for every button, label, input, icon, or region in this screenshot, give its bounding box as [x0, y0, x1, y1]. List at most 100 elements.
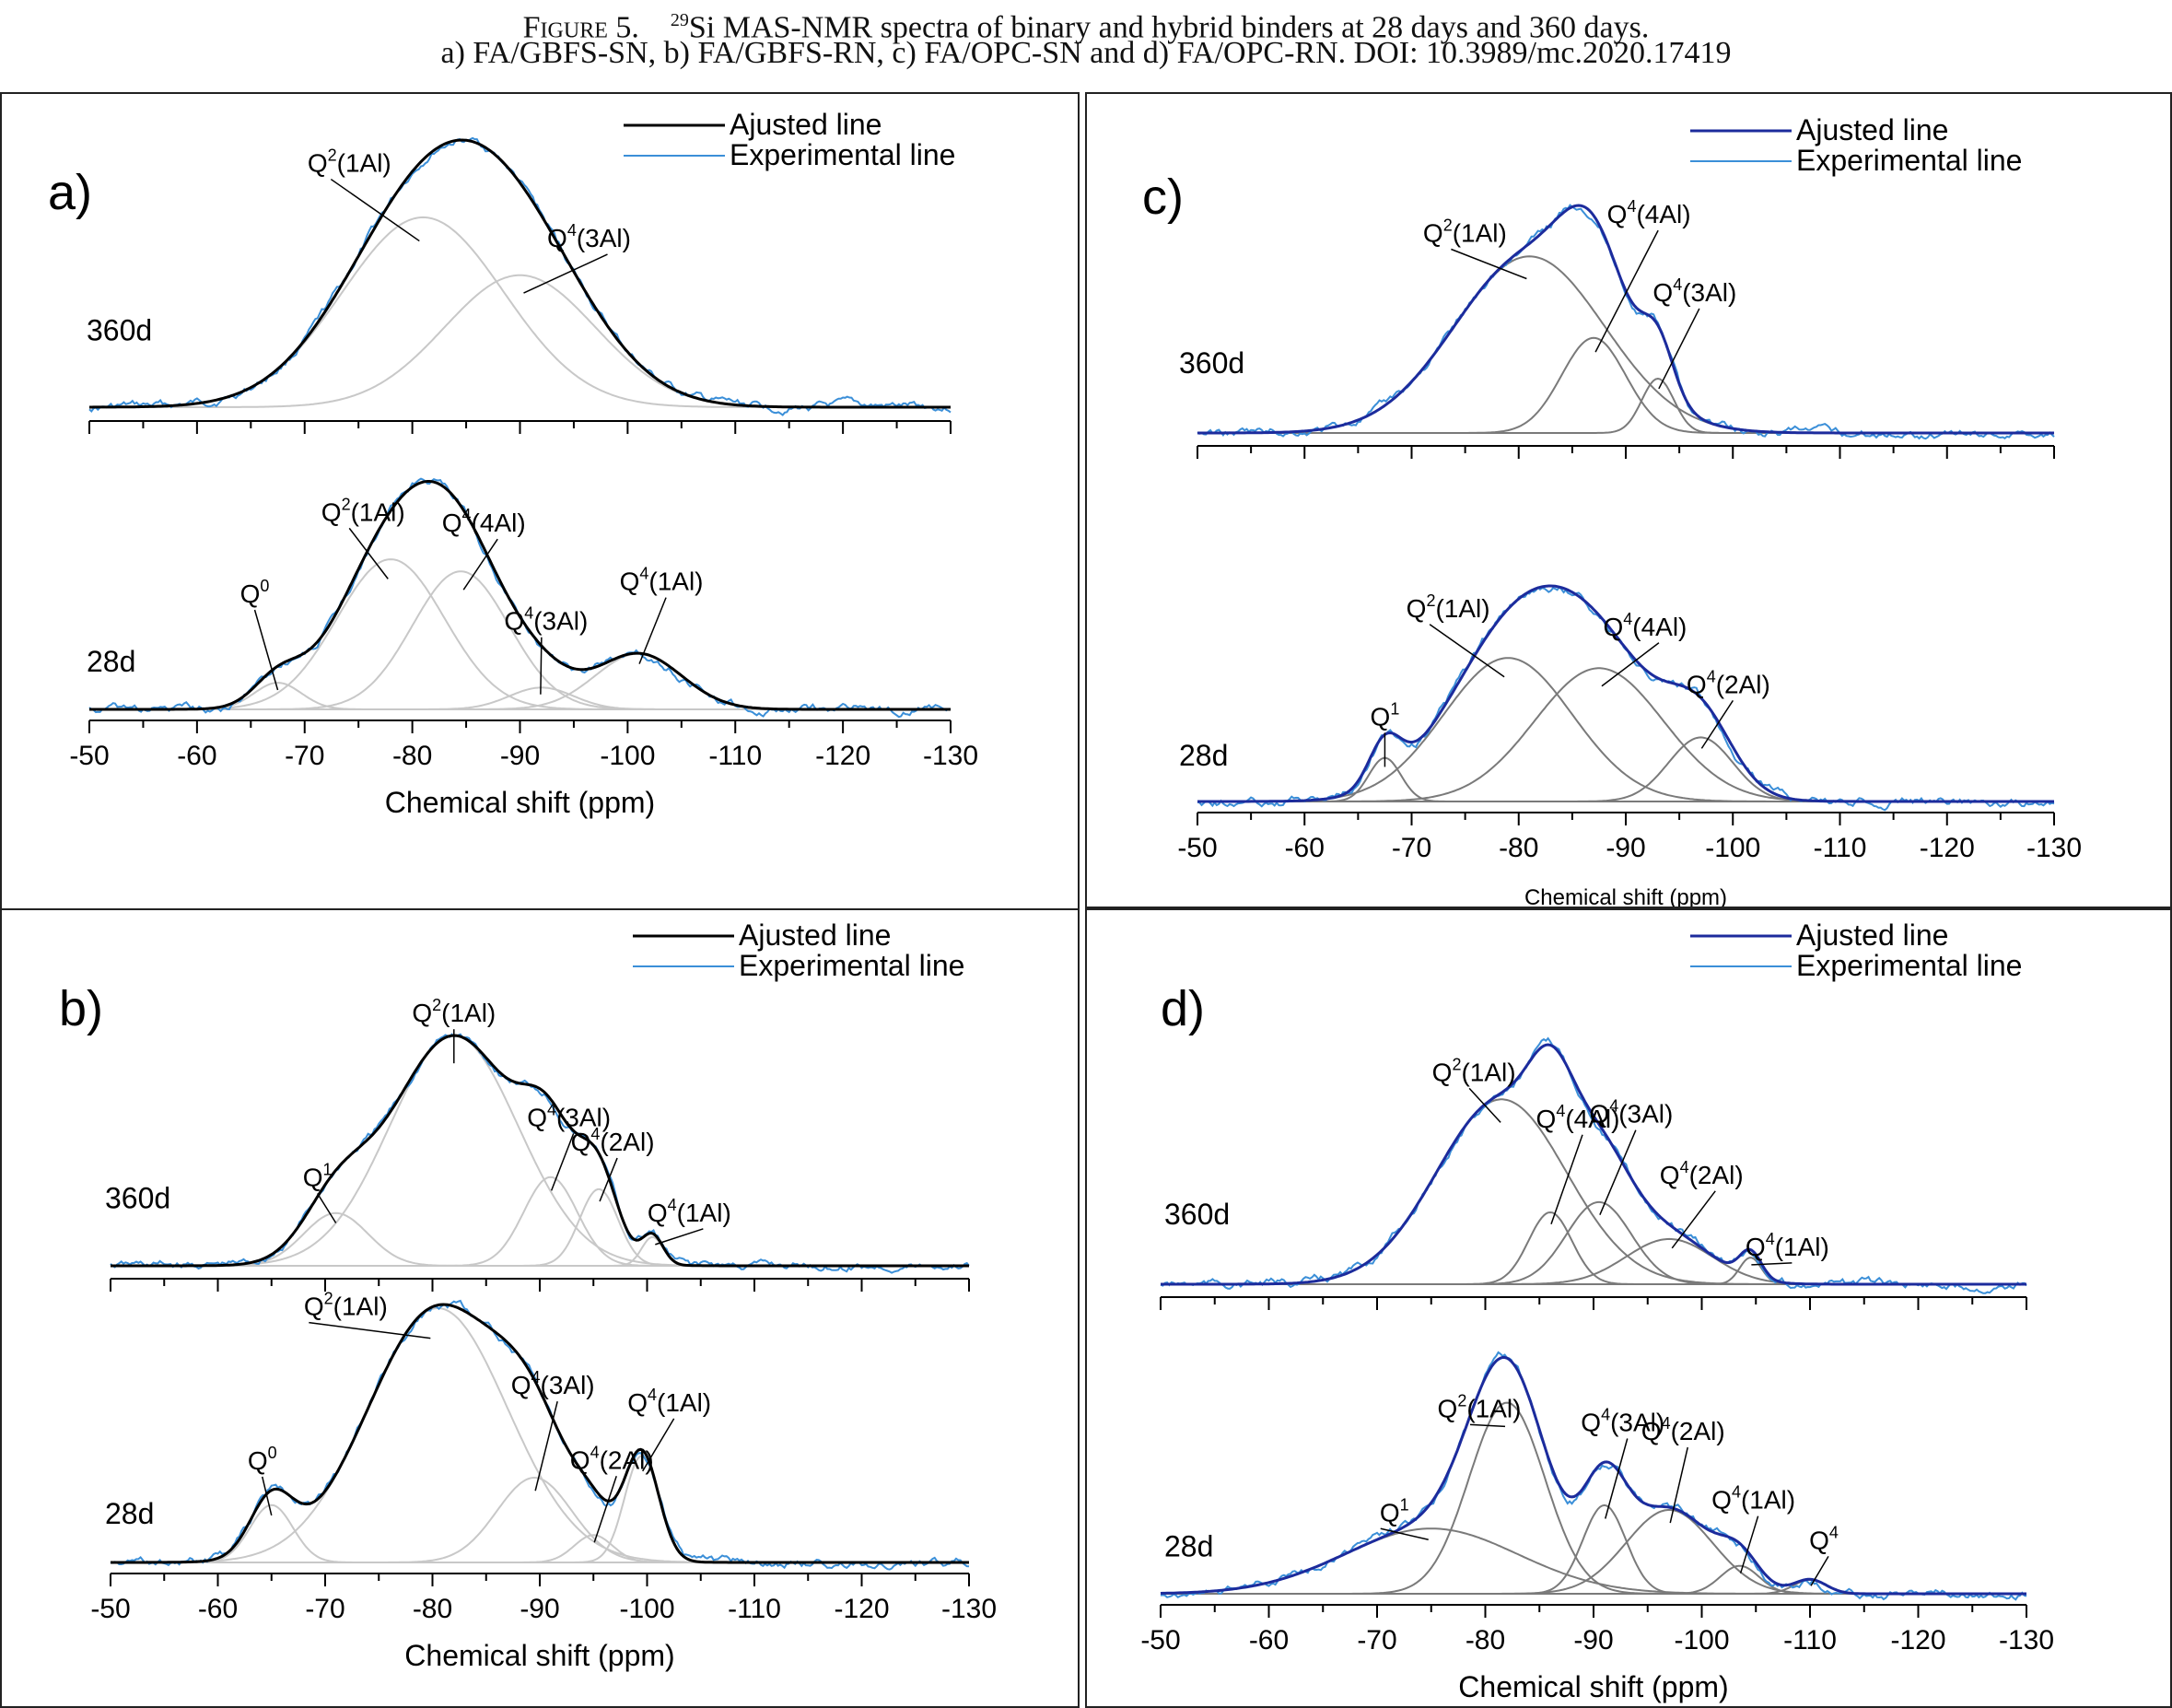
annotation-leader: [1700, 699, 1734, 749]
adjusted-line: [89, 138, 951, 409]
component-label: Q0: [240, 577, 270, 608]
component-label-sup: 4: [531, 1368, 540, 1386]
x-axis-label: Chemical shift (ppm): [404, 1639, 674, 1672]
component-label: Q4(2Al): [1660, 1158, 1744, 1189]
legend-label: Experimental line: [1796, 949, 2022, 982]
component-curve: [1160, 1527, 2026, 1595]
figure-caption-line-1: Figure 5. 29Si MAS-NMR spectra of binary…: [0, 2, 2172, 46]
component-label: Q2(1Al): [304, 1290, 388, 1321]
annotation-leader: [642, 1418, 675, 1472]
x-tick-label: -80: [413, 1594, 452, 1624]
annotation-leader: [1469, 1423, 1506, 1428]
component-label-main: Q: [1607, 200, 1628, 228]
component-label-main: Q: [1432, 1058, 1453, 1086]
component-label-sup: 4: [590, 1125, 600, 1143]
component-label-tail: (1Al): [1435, 594, 1489, 623]
panel-a: a) Ajusted line Experimental line -50 -60 -70…: [0, 92, 1080, 910]
component-label-sup: 2: [1426, 591, 1435, 610]
component-label-main: Q: [442, 509, 462, 537]
x-tick-label: -120: [815, 741, 870, 771]
panel-d: d) Ajusted line Experimental line -50 -60 -70…: [1085, 908, 2172, 1708]
component-label-tail: (3Al): [577, 224, 631, 252]
component-label-main: Q: [1746, 1233, 1766, 1261]
x-tick-label: -60: [1249, 1625, 1289, 1655]
component-curve: [111, 1211, 969, 1267]
x-tick-label: -100: [1674, 1625, 1729, 1655]
component-curve: [1161, 1211, 2026, 1285]
x-tick-label: -80: [392, 741, 432, 771]
component-label-main: Q: [1809, 1526, 1829, 1554]
x-tick-label: -130: [2026, 833, 2082, 863]
adjusted-line: [111, 1303, 969, 1564]
component-curve: [1197, 667, 2054, 802]
component-label-main: Q: [1641, 1417, 1662, 1445]
component-label-main: Q: [1589, 1100, 1609, 1129]
component-label-tail: (1Al): [337, 149, 391, 178]
spectrum-label: 28d: [87, 645, 135, 678]
component-label-tail: (1Al): [1461, 1058, 1515, 1086]
component-label: Q4(3Al): [511, 1368, 595, 1399]
annotation-leader: [330, 178, 420, 242]
component-label-sup: 4: [567, 221, 577, 240]
component-label-main: Q: [627, 1388, 648, 1417]
component-label-sup: 4: [1766, 1230, 1775, 1248]
x-axis-label: Chemical shift (ppm): [1524, 885, 1727, 907]
figure-caption-line-2: a) FA/GBFS-SN, b) FA/GBFS-RN, c) FA/OPC-…: [440, 36, 1732, 70]
x-tick-label: -90: [1573, 1625, 1613, 1655]
x-tick-label: -130: [941, 1594, 997, 1624]
component-label-tail: (1Al): [1775, 1233, 1829, 1261]
x-tick-label: -80: [1499, 833, 1538, 863]
annotation-leader: [1380, 1527, 1429, 1540]
adjusted-line: [89, 480, 951, 711]
component-label-sup: 0: [268, 1444, 277, 1462]
component-curve: [1161, 1200, 2026, 1285]
component-label: Q2(1Al): [1423, 216, 1507, 248]
spectrum-label: 28d: [105, 1497, 154, 1530]
component-label-sup: 4: [1627, 197, 1636, 216]
annotation-leader: [593, 1476, 617, 1543]
component-label-sup: 4: [1662, 1414, 1671, 1433]
adjusted-line: [1160, 1356, 2026, 1596]
component-label: Q4(3Al): [1581, 1405, 1664, 1436]
component-label-tail: (3Al): [1618, 1100, 1673, 1129]
x-tick-label: -120: [1920, 833, 1975, 863]
component-curve: [111, 1187, 969, 1267]
component-label: Q1: [1371, 699, 1400, 731]
component-label-sup: 2: [1452, 1055, 1461, 1073]
annotation-leader: [1468, 1087, 1501, 1123]
component-label: Q1: [303, 1160, 333, 1191]
x-tick-label: -60: [198, 1594, 238, 1624]
component-label: Q4(2Al): [1687, 667, 1770, 698]
component-label-main: Q: [547, 224, 567, 252]
component-label-sup: 4: [590, 1443, 600, 1461]
component-curve: [111, 1035, 969, 1267]
legend-label: Ajusted line: [1796, 918, 1948, 952]
annotation-leader: [1599, 1129, 1637, 1216]
component-label-sup: 4: [1601, 1405, 1610, 1423]
component-label-tail: (4Al): [1565, 1105, 1619, 1133]
component-label: Q4(2Al): [570, 1443, 654, 1474]
x-tick-label: -80: [1466, 1625, 1505, 1655]
component-label-sup: 1: [1390, 699, 1399, 718]
component-label-main: Q: [1603, 613, 1623, 641]
x-tick-label: -110: [1814, 833, 1867, 863]
annotation-leader: [638, 597, 667, 664]
panel-label: b): [59, 981, 103, 1036]
component-label: Q2(1Al): [412, 996, 496, 1027]
component-label-sup: 2: [1443, 216, 1453, 235]
component-label: Q4(1Al): [1711, 1483, 1795, 1515]
component-curve: [89, 682, 951, 710]
panel-label: c): [1142, 170, 1184, 225]
annotation-leader: [309, 1321, 431, 1339]
x-tick-label: -50: [1177, 833, 1217, 863]
legend-label: Experimental line: [1796, 144, 2022, 177]
legend-label: Ajusted line: [739, 918, 891, 952]
adjusted-line: [111, 1034, 969, 1268]
component-label-sup: 1: [1400, 1495, 1409, 1514]
component-label-main: Q: [1581, 1408, 1601, 1436]
component-curve: [89, 274, 951, 408]
component-curve: [1197, 756, 2054, 802]
spectrum-label: 28d: [1179, 739, 1228, 772]
